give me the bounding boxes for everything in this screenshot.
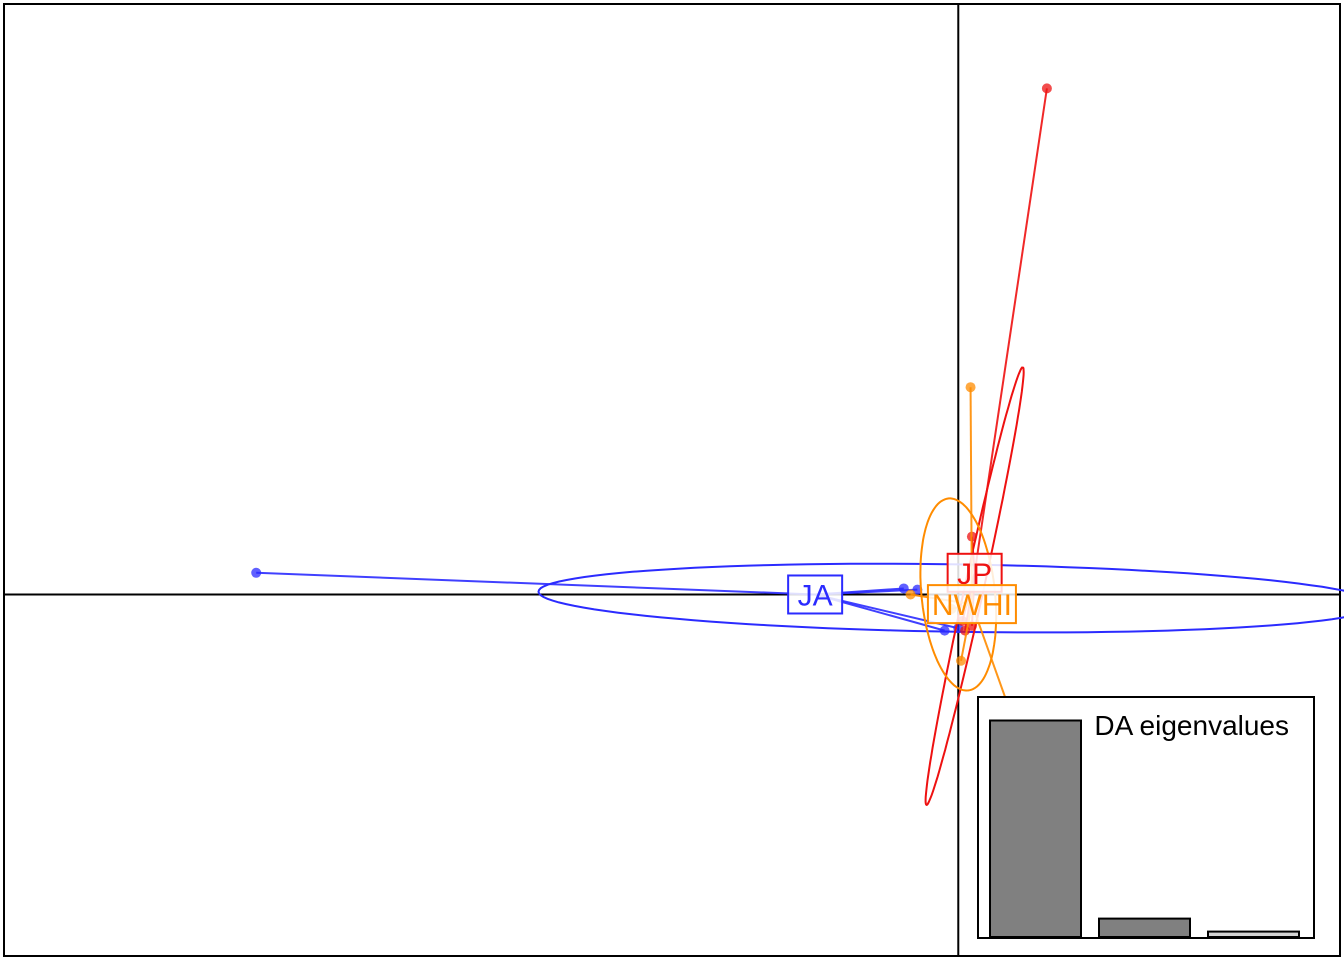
- ellipse-ja: [537, 562, 1344, 634]
- eigenvalue-inset: DA eigenvalues: [977, 696, 1315, 939]
- label-nwhi: NWHI: [926, 584, 1017, 625]
- eigenvalue-bar: [1207, 930, 1300, 939]
- eigenvalue-bar: [1098, 917, 1191, 939]
- label-box-ja: [787, 574, 844, 615]
- label-box-nwhi: [926, 584, 1017, 625]
- inset-bars: [989, 719, 1300, 939]
- ellipse-jp: [924, 366, 1025, 807]
- plot-frame: [3, 3, 1341, 957]
- point-ja: [898, 583, 909, 594]
- label-ja: JA: [787, 574, 844, 615]
- ellipse-nwhi: [919, 497, 998, 692]
- point-nwhi: [956, 655, 967, 666]
- eigenvalue-bar: [989, 719, 1082, 938]
- point-nwhi: [905, 589, 916, 600]
- point-ja: [251, 567, 262, 578]
- label-text-ja: JA: [798, 579, 833, 612]
- spoke-ja: [256, 571, 816, 596]
- point-ja: [939, 625, 950, 636]
- point-jp: [1041, 83, 1052, 94]
- spoke-jp: [973, 88, 1048, 573]
- inset-title: DA eigenvalues: [1094, 710, 1289, 741]
- label-text-nwhi: NWHI: [932, 589, 1012, 622]
- point-nwhi: [965, 382, 976, 393]
